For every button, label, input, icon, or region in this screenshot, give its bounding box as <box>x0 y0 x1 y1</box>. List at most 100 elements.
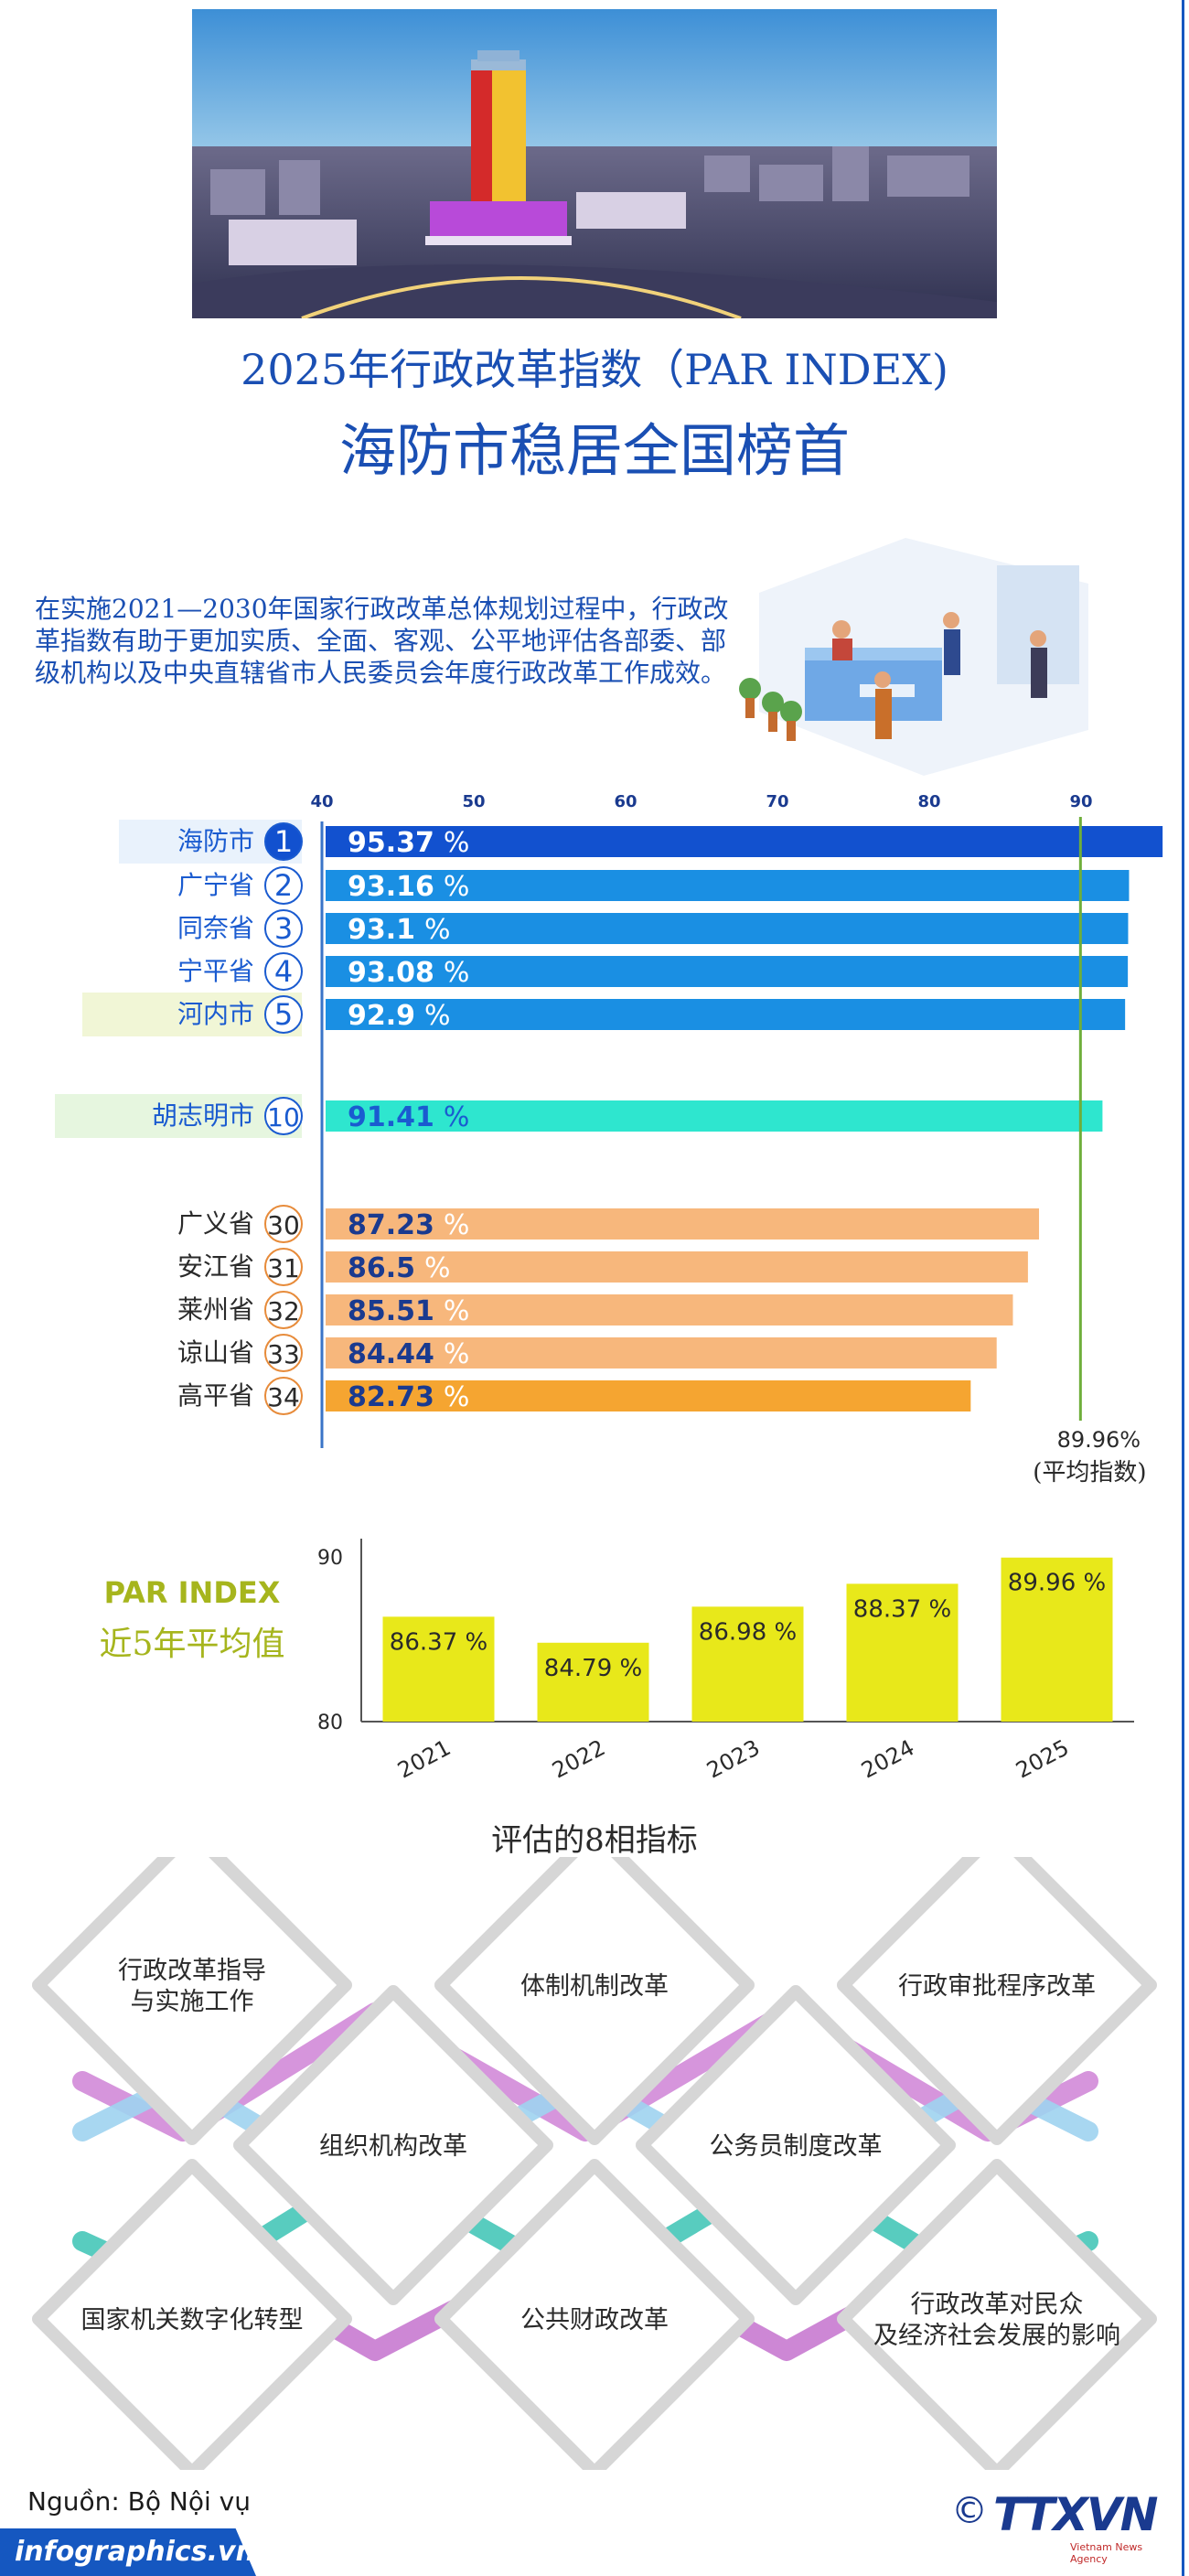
par-bar <box>1001 1557 1113 1722</box>
axis-tick-label: 70 <box>766 792 788 811</box>
value-unit: % <box>444 1381 470 1413</box>
y-tick-label: 80 <box>317 1712 343 1734</box>
indicator-item: 公务员制度改革 <box>636 1985 956 2305</box>
indicator-item: 组织机构改革 <box>233 1985 553 2305</box>
indicator-diamond <box>837 1857 1157 2145</box>
value-label: 82.73% <box>348 1381 469 1413</box>
axis-tick-label: 60 <box>614 792 637 811</box>
indicator-label: 公共财政改革 <box>520 2306 669 2334</box>
value-unit: % <box>424 914 451 946</box>
rank-circle <box>264 952 303 991</box>
row-name: 安江省 <box>177 1251 254 1282</box>
rank-row: 海防市 1 95.37% <box>119 820 1163 864</box>
row-name: 谅山省 <box>177 1337 254 1368</box>
row-name: 高平省 <box>177 1380 254 1411</box>
copyright-symbol: © <box>951 2490 988 2532</box>
rank-circle <box>264 1291 303 1329</box>
rank-row: 安江省 31 86.5% <box>177 1248 1028 1286</box>
rank-bar <box>326 999 1126 1030</box>
average-caption: (平均指数) <box>1033 1459 1146 1487</box>
indicator-label: 行政审批程序改革 <box>898 1972 1096 2001</box>
indicator-label: 国家机关数字化转型 <box>81 2306 304 2334</box>
par-value-label: 88.37 % <box>853 1595 951 1623</box>
indicator-label: 行政改革指导 <box>118 1957 266 1985</box>
par-value-label: 84.79 % <box>544 1655 642 1682</box>
indicator-item: 体制机制改革 <box>434 1857 755 2145</box>
rank-bar <box>326 1337 997 1368</box>
rank-circle <box>264 1205 303 1243</box>
value-label: 84.44% <box>348 1338 469 1370</box>
indicator-diamond <box>32 1857 352 2145</box>
rank-number: 5 <box>274 997 293 1032</box>
indicator-diamond <box>434 1857 755 2145</box>
par-value-label: 89.96 % <box>1008 1570 1106 1597</box>
rank-circle <box>264 1097 303 1135</box>
rank-number: 30 <box>267 1210 300 1240</box>
par-chart-subtitle: 近5年平均值 <box>99 1626 285 1663</box>
rank-circle <box>264 909 303 948</box>
row-name: 河内市 <box>177 999 254 1029</box>
logo-text: TTXVN <box>993 2488 1158 2541</box>
axis-tick-label: 80 <box>917 792 940 811</box>
value-unit: % <box>444 1209 470 1241</box>
row-name: 广义省 <box>177 1208 254 1239</box>
value-unit: % <box>444 827 470 859</box>
value-label: 93.16% <box>348 871 469 903</box>
x-tick-label: 2023 <box>702 1734 764 1783</box>
indicator-diamond <box>636 1985 956 2305</box>
rank-number: 1 <box>274 824 293 859</box>
rank-bar <box>326 1294 1013 1326</box>
rank-circle <box>264 822 303 861</box>
rank-row: 莱州省 32 85.51% <box>177 1291 1013 1329</box>
value-unit: % <box>444 1338 470 1370</box>
rank-row: 谅山省 33 84.44% <box>177 1334 997 1372</box>
rank-bar <box>326 956 1129 987</box>
rank-number: 3 <box>274 911 293 946</box>
source-note: Nguồn: Bộ Nội vụ <box>27 2486 251 2517</box>
ttxvn-logo: © TTXVN Vietnam News Agency <box>951 2488 1171 2565</box>
rank-row: 宁平省 4 93.08% <box>177 952 1129 991</box>
rank-row: 同奈省 3 93.1% <box>177 909 1129 948</box>
axis-tick-label: 90 <box>1069 792 1092 811</box>
value-unit: % <box>444 871 470 903</box>
intro-paragraph: 在实施2021—2030年国家行政改革总体规划过程中，行政改革指数有助于更加实质… <box>35 594 729 688</box>
rank-bar <box>326 826 1163 857</box>
row-name: 宁平省 <box>177 956 254 986</box>
par-value-label: 86.98 % <box>699 1618 797 1646</box>
indicator-label: 公务员制度改革 <box>710 2132 883 2161</box>
value-label: 93.08% <box>348 957 469 989</box>
rank-row: 胡志明市 10 91.41% <box>55 1094 1103 1138</box>
indicators-title: 评估的8相指标 <box>491 1822 698 1859</box>
value-label: 91.41% <box>348 1101 469 1133</box>
value-unit: % <box>444 1101 470 1133</box>
x-tick-label: 2024 <box>857 1734 918 1783</box>
row-name: 胡志明市 <box>152 1100 254 1131</box>
indicator-label: 及经济社会发展的影响 <box>873 2322 1120 2350</box>
value-label: 93.1% <box>348 914 451 946</box>
indicator-label: 体制机制改革 <box>520 1972 669 2001</box>
rank-number: 33 <box>267 1339 300 1369</box>
title-line-2: 海防市稳居全国榜首 <box>338 417 850 484</box>
indicator-item: 行政审批程序改革 <box>837 1857 1157 2145</box>
indicator-label: 行政改革对民众 <box>911 2291 1084 2319</box>
row-highlight <box>55 1094 302 1138</box>
indicator-diamond <box>32 2159 352 2470</box>
row-name: 海防市 <box>177 826 254 856</box>
indicator-label: 组织机构改革 <box>319 2132 467 2161</box>
rank-row: 广宁省 2 93.16% <box>177 866 1130 905</box>
rank-circle <box>264 1334 303 1372</box>
axis-tick-label: 50 <box>462 792 485 811</box>
axis-tick-label: 40 <box>310 792 333 811</box>
value-unit: % <box>424 1252 451 1284</box>
row-name: 莱州省 <box>177 1294 254 1325</box>
footer-site-link[interactable]: infographics.vn <box>15 2536 255 2568</box>
value-label: 95.37% <box>348 827 469 859</box>
rank-number: 31 <box>267 1253 300 1283</box>
rank-row: 广义省 30 87.23% <box>177 1205 1040 1243</box>
rank-bar <box>326 870 1130 901</box>
rank-number: 32 <box>267 1296 300 1326</box>
rank-number: 34 <box>267 1382 300 1412</box>
